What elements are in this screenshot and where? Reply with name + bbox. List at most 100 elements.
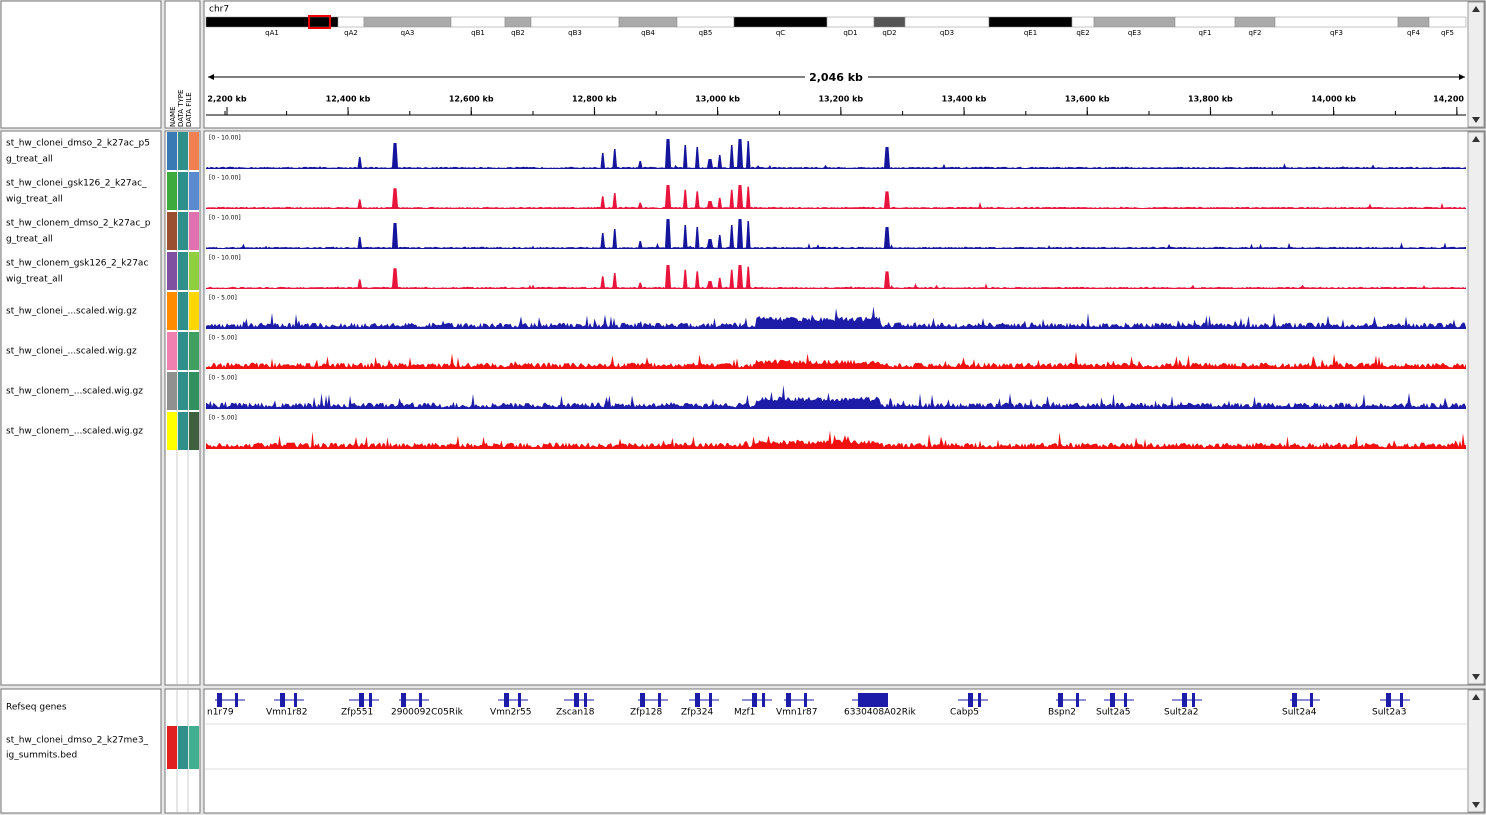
gene-label: Zfp324: [681, 708, 713, 718]
signal: [206, 430, 1466, 449]
cytoband-label: qB5: [699, 29, 713, 37]
gene-exon: [1076, 693, 1079, 707]
gene-label: Vmn1r87: [776, 708, 818, 718]
cytoband: [363, 16, 452, 28]
gene-exon: [695, 693, 700, 707]
ruler-tick-label: 13,800 kb: [1188, 95, 1233, 104]
ruler-tick-label: 13,600 kb: [1065, 95, 1110, 104]
cytoband-label: qA3: [401, 29, 415, 37]
gene-label: Mzf1: [734, 708, 755, 718]
gene-exon: [518, 693, 521, 707]
gene-exon: [359, 693, 364, 707]
cytoband-label: qC: [776, 29, 785, 37]
name-panel: [0, 130, 162, 686]
track-name: st_hw_clonem_dmso_2_k27ac_p: [6, 219, 151, 229]
attribute-cell: [189, 252, 199, 290]
gene-exon: [280, 693, 285, 707]
cytoband-label: qF1: [1199, 29, 1212, 37]
cytoband: [1174, 16, 1236, 28]
scrollbar[interactable]: [1467, 1, 1485, 128]
ruler-tick-label: 14,200: [1433, 95, 1464, 104]
gene-label: 2900092C05Rik: [391, 708, 464, 718]
ruler-tick-label: 12,600 kb: [449, 95, 494, 104]
gene-exon: [640, 693, 645, 707]
gene-exon: [419, 693, 422, 707]
track-name: Refseq genes: [6, 703, 67, 713]
track-name: st_hw_clonem_gsk126_2_k27ac: [6, 259, 148, 269]
attribute-cell: [167, 412, 177, 450]
cytoband-label: qE3: [1128, 29, 1141, 37]
attribute-cell: [178, 172, 188, 210]
attribute-cell: [178, 372, 188, 410]
gene-exon: [968, 693, 973, 707]
cytoband: [1428, 16, 1467, 28]
gene-exon: [752, 693, 757, 707]
gene-exon: [1110, 693, 1115, 707]
signal: [206, 306, 1466, 329]
attribute-cell: [167, 726, 177, 769]
gene-label: Sult2a4: [1282, 708, 1317, 718]
gene-exon: [978, 693, 981, 707]
gene-exon: [1192, 693, 1195, 707]
track-name: st_hw_clonei_dmso_2_k27me3_: [6, 736, 149, 746]
gene-exon: [369, 693, 372, 707]
gene-exon: [584, 693, 587, 707]
track-name: ig_summits.bed: [6, 751, 77, 761]
attribute-cell: [167, 372, 177, 410]
attribute-cell: [189, 726, 199, 769]
cytoband: [1071, 16, 1095, 28]
cytoband: [618, 16, 678, 28]
cytoband-label: qA2: [344, 29, 358, 37]
track-range: [0 - 5.00]: [209, 415, 237, 422]
track-name: wig_treat_all: [6, 275, 63, 285]
ruler-tick-label: 13,200 kb: [818, 95, 863, 104]
track-range: [0 - 5.00]: [209, 375, 237, 382]
gene-label: Sult2a2: [1164, 708, 1198, 718]
cytoband-label: qB3: [568, 29, 582, 37]
ruler-tick-label: 14,000 kb: [1311, 95, 1356, 104]
attribute-cell: [167, 212, 177, 250]
track-name: st_hw_clonei_...scaled.wig.gz: [6, 347, 137, 357]
current-region: [308, 15, 331, 29]
cytoband-label: qD3: [940, 29, 954, 37]
scrollbar[interactable]: [1467, 131, 1485, 685]
attribute-cell: [178, 726, 188, 769]
ruler-tick-label: 2,200 kb: [207, 95, 246, 104]
span-label: 2,046 kb: [809, 71, 863, 84]
cytoband: [733, 16, 828, 28]
cytoband-label: qF5: [1441, 29, 1454, 37]
track-range: [0 - 10.00]: [209, 135, 241, 142]
attribute-cell: [189, 212, 199, 250]
ruler-tick-label: 12,400 kb: [326, 95, 371, 104]
cytoband-label: qB2: [511, 29, 525, 37]
gene-label: Sult2a5: [1096, 708, 1130, 718]
track-name: g_treat_all: [6, 235, 53, 245]
name-header-panel: [0, 0, 162, 129]
cytoband: [873, 16, 906, 28]
attribute-cell: [189, 172, 199, 210]
gene-exon: [574, 693, 579, 707]
cytoband: [504, 16, 532, 28]
attribute-cell: [189, 412, 199, 450]
attribute-cell: [167, 172, 177, 210]
cytoband-label: qF4: [1407, 29, 1420, 37]
signal: [206, 351, 1466, 369]
chromosome-label: chr7: [209, 5, 229, 15]
gene-label: Sult2a3: [1372, 708, 1406, 718]
ruler-tick-label: 12,800 kb: [572, 95, 617, 104]
cytoband: [530, 16, 620, 28]
track-name: g_treat_all: [6, 155, 53, 165]
cytoband-label: qB4: [641, 29, 655, 37]
attribute-header: DATA FILE: [185, 92, 193, 127]
cytoband: [826, 16, 875, 28]
gene-exon: [1182, 693, 1187, 707]
gene-label: n1r79: [207, 708, 234, 718]
scrollbar[interactable]: [1467, 689, 1485, 813]
cytoband-label: qE2: [1076, 29, 1089, 37]
attribute-cell: [189, 372, 199, 410]
cytoband: [205, 16, 339, 28]
cytoband-label: qB1: [471, 29, 485, 37]
track-name: st_hw_clonei_...scaled.wig.gz: [6, 307, 137, 317]
gene-exon: [1292, 693, 1297, 707]
